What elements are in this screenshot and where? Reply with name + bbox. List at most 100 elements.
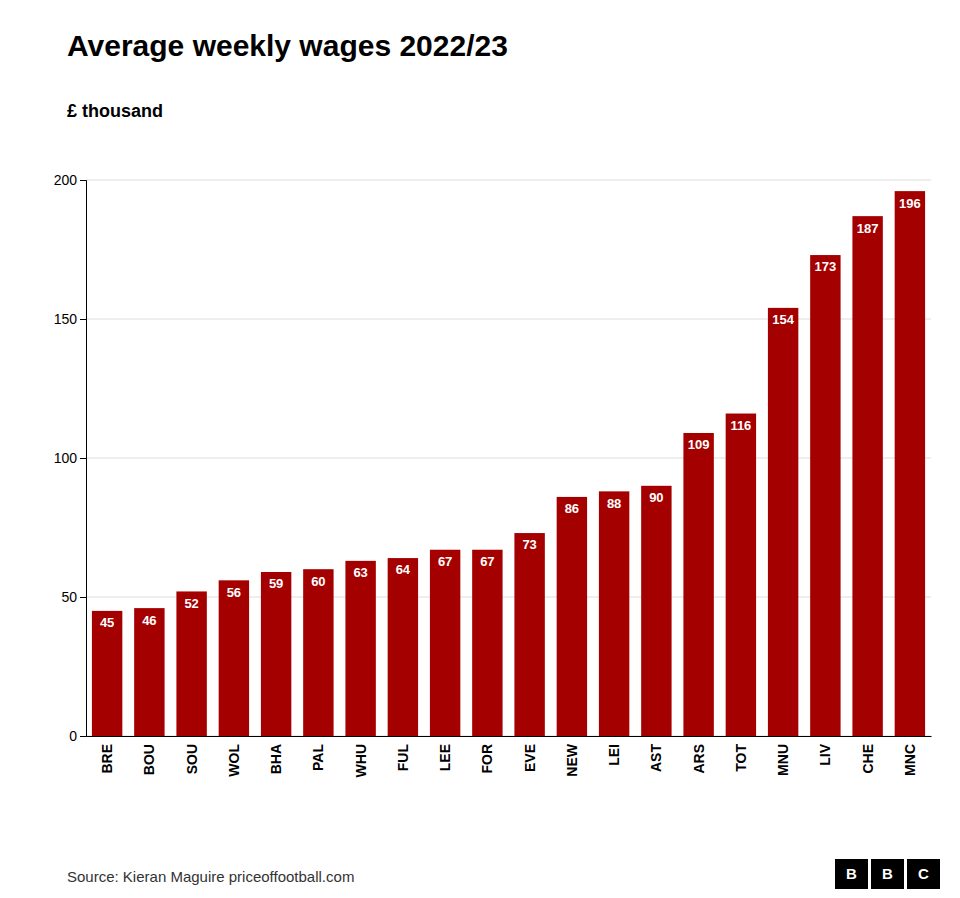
y-tick-mark	[80, 458, 86, 459]
bar	[472, 550, 502, 736]
x-tick-label: FOR	[479, 744, 495, 774]
grid-line	[86, 736, 931, 737]
logo: BBC	[835, 859, 940, 889]
x-tick: EVE	[522, 736, 538, 772]
x-tick-label: AST	[648, 744, 664, 772]
bar	[176, 591, 206, 736]
y-tick-label: 50	[61, 589, 77, 605]
bar	[92, 611, 122, 736]
logo-letter: B	[846, 865, 857, 882]
data-labels: 4546525659606364676773868890109116154173…	[100, 196, 921, 631]
grid	[86, 180, 931, 736]
data-label: 116	[730, 418, 751, 433]
y-tick-mark	[80, 597, 86, 598]
y-tick-label: 100	[54, 450, 78, 466]
x-tick: MNC	[902, 736, 918, 776]
bar	[557, 497, 587, 736]
chart: 4546525659606364676773868890109116154173…	[0, 0, 960, 898]
data-label: 154	[772, 312, 794, 327]
bar	[852, 216, 882, 736]
y-tick: 150	[54, 311, 86, 327]
y-tick: 50	[61, 589, 86, 605]
bar	[219, 580, 249, 736]
x-tick-label: LEI	[606, 744, 622, 766]
x-tick: AST	[648, 736, 664, 772]
x-tick: CHE	[860, 736, 876, 774]
plot: 4546525659606364676773868890109116154173…	[54, 172, 932, 777]
x-tick-label: LEE	[437, 744, 453, 771]
x-tick-label: EVE	[522, 744, 538, 772]
x-tick-label: FUL	[395, 744, 411, 772]
data-label: 56	[227, 585, 241, 600]
x-tick: PAL	[310, 736, 326, 771]
x-tick-label: BHA	[268, 744, 284, 774]
logo-box	[871, 859, 904, 889]
title: Average weekly wages 2022/23	[67, 29, 508, 62]
x-tick-label: NEW	[564, 743, 580, 776]
data-label: 86	[565, 501, 579, 516]
x-tick: LEE	[437, 736, 453, 771]
bar	[345, 561, 375, 736]
x-tick: LIV	[817, 736, 833, 766]
y-tick-mark	[80, 736, 86, 737]
data-label: 67	[438, 554, 452, 569]
x-tick-label: SOU	[184, 744, 200, 774]
bar	[895, 191, 925, 736]
data-label: 64	[396, 562, 411, 577]
logo-letter: B	[882, 865, 893, 882]
data-label: 52	[184, 596, 198, 611]
bar	[303, 569, 333, 736]
data-label: 173	[815, 259, 837, 274]
y-tick: 0	[69, 728, 86, 744]
x-tick: WOL	[226, 736, 242, 777]
bar	[726, 414, 756, 736]
x-tick-label: LIV	[817, 743, 833, 765]
x-tick-label: MNU	[775, 744, 791, 776]
data-label: 59	[269, 576, 283, 591]
x-tick-label: BRE	[99, 744, 115, 774]
x-tick-label: TOT	[733, 744, 749, 772]
logo-letter: C	[918, 865, 929, 882]
y-tick-label: 200	[54, 172, 78, 188]
x-tick-label: WHU	[353, 744, 369, 777]
x-tick: BHA	[268, 736, 284, 774]
bar	[768, 308, 798, 736]
x-tick-label: WOL	[226, 744, 242, 777]
data-label: 196	[899, 196, 921, 211]
logo-box	[835, 859, 868, 889]
logo-box	[907, 859, 940, 889]
grid-line	[86, 597, 931, 598]
bar	[683, 433, 713, 736]
y-axis-line	[80, 181, 87, 737]
y-tick-mark	[80, 180, 86, 181]
bar	[134, 608, 164, 736]
y-tick: 200	[54, 172, 86, 188]
data-label: 63	[353, 565, 367, 580]
grid-line	[86, 458, 931, 459]
y-axis: 0 50 100 150 200	[54, 172, 87, 744]
x-tick: WHU	[353, 736, 369, 777]
data-label: 45	[100, 615, 114, 630]
y-tick-label: 150	[54, 311, 78, 327]
data-label: 88	[607, 496, 621, 511]
bar	[641, 486, 671, 736]
bar	[514, 533, 544, 736]
bar	[430, 550, 460, 736]
bar	[261, 572, 291, 736]
x-axis: BREBOUSOUWOLBHAPALWHUFULLEEFOREVENEWLEIA…	[87, 736, 932, 777]
x-tick: SOU	[184, 736, 200, 774]
x-tick: NEW	[564, 736, 580, 777]
data-label: 90	[649, 490, 663, 505]
data-label: 187	[857, 221, 879, 236]
bar	[810, 255, 840, 736]
bar	[388, 558, 418, 736]
x-tick-label: PAL	[310, 744, 326, 771]
x-tick: ARS	[691, 736, 707, 774]
x-tick: TOT	[733, 736, 749, 772]
x-tick: FUL	[395, 736, 411, 771]
x-tick-label: CHE	[860, 744, 876, 774]
x-tick: FOR	[479, 736, 495, 774]
x-tick-label: ARS	[691, 744, 707, 774]
y-tick: 100	[54, 450, 86, 466]
data-label: 67	[480, 554, 494, 569]
